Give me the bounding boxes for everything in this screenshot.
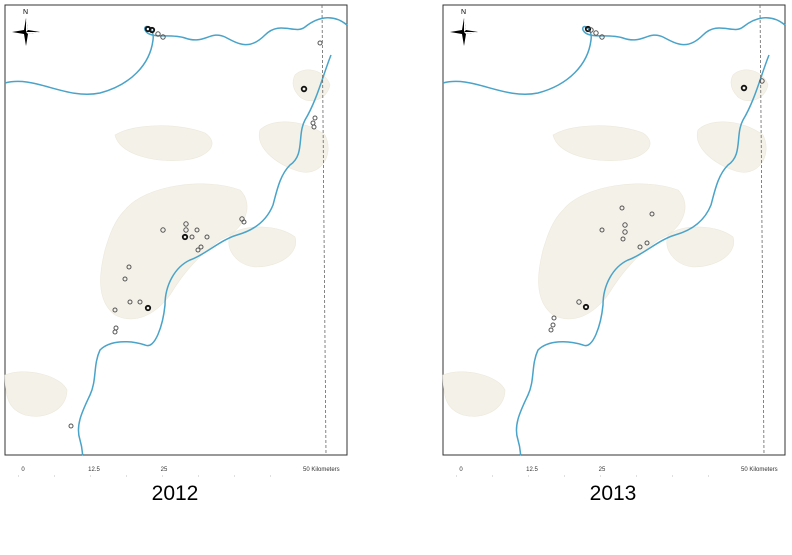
north-label: N: [23, 9, 28, 16]
sample-points: [68, 25, 323, 429]
map-panel: N: [4, 4, 348, 456]
year-label: 2012: [152, 482, 199, 505]
basemap: [4, 4, 348, 456]
scale-label: 0: [459, 467, 463, 473]
basemap: [442, 4, 786, 456]
scale-bar: 0 12.5 25 50 Kilometers: [17, 467, 340, 477]
scale-label: 12.5: [88, 467, 100, 473]
scale-label: 50 Kilometers: [303, 467, 340, 473]
scale-label: 25: [161, 467, 168, 473]
map-panel: N: [442, 4, 786, 456]
scale-label: 50 Kilometers: [741, 467, 778, 473]
sample-points: [548, 25, 765, 333]
scale-label: 25: [599, 467, 606, 473]
scale-label: 12.5: [526, 467, 538, 473]
scale-bar: 0 12.5 25 50 Kilometers: [455, 467, 778, 477]
north-label: N: [461, 9, 466, 16]
scale-label: 0: [21, 467, 25, 473]
year-label: 2013: [590, 482, 637, 505]
